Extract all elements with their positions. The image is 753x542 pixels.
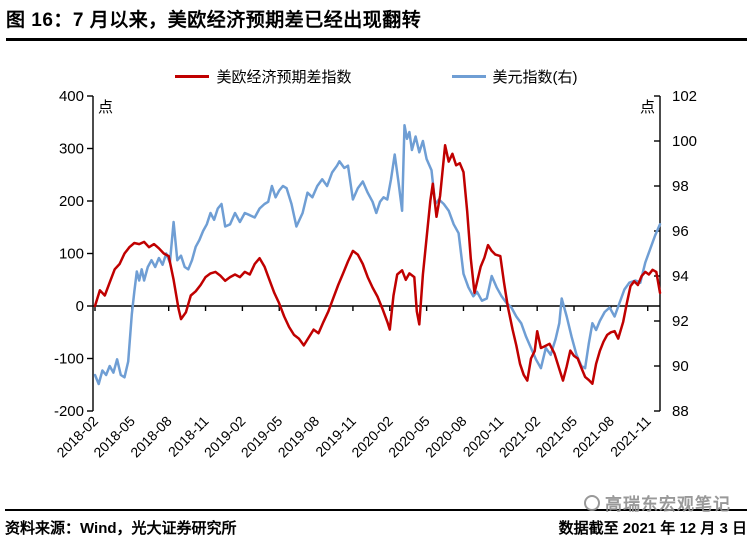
legend-item-dollar-index: 美元指数(右) bbox=[451, 66, 578, 87]
x-axis-tick-label: 2021-11 bbox=[607, 413, 654, 460]
left-axis-unit-label: 点 bbox=[98, 99, 113, 116]
footer-rule bbox=[5, 509, 747, 511]
figure-title: 图 16：7 月以来，美欧经济预期差已经出现翻转 bbox=[6, 10, 422, 31]
right-axis-tick-label: 88 bbox=[672, 403, 689, 420]
right-axis-tick-label: 94 bbox=[672, 268, 689, 285]
left-axis-tick-label: -100 bbox=[54, 351, 84, 368]
series-line-dollar-index bbox=[93, 123, 662, 386]
x-axis-tick-label: 2019-08 bbox=[275, 413, 323, 461]
legend-line-swatch-red bbox=[175, 75, 210, 78]
watermark-text: 高瑞东宏观笔记 bbox=[605, 495, 731, 514]
right-axis-tick-label: 96 bbox=[672, 223, 689, 240]
left-axis-tick-label: 300 bbox=[59, 141, 84, 158]
right-axis-tick-label: 92 bbox=[672, 313, 689, 330]
series-line-expectation-gap bbox=[93, 144, 662, 385]
legend-label: 美欧经济预期差指数 bbox=[216, 69, 352, 86]
left-axis-tick-label: 0 bbox=[76, 298, 84, 315]
chart-legend: 美欧经济预期差指数 美元指数(右) bbox=[0, 66, 753, 87]
x-axis-tick-label: 2020-08 bbox=[422, 413, 470, 461]
left-axis-tick-label: 200 bbox=[59, 193, 84, 210]
right-axis-tick-label: 90 bbox=[672, 358, 689, 375]
left-axis-tick-label: 400 bbox=[59, 88, 84, 105]
left-axis-tick-label: 100 bbox=[59, 246, 84, 263]
right-axis-tick-label: 100 bbox=[672, 133, 697, 150]
legend-item-expectation-gap: 美欧经济预期差指数 bbox=[175, 66, 352, 87]
watermark-logo-icon bbox=[584, 494, 600, 511]
left-axis-tick-label: -200 bbox=[54, 403, 84, 420]
right-axis-unit-label: 点 bbox=[640, 99, 655, 116]
right-axis-tick-label: 98 bbox=[672, 178, 689, 195]
source-note: 资料来源：Wind，光大证券研究所 bbox=[5, 520, 237, 537]
legend-label: 美元指数(右) bbox=[492, 69, 578, 86]
x-axis-tick-label: 2021-08 bbox=[569, 413, 617, 461]
right-axis-tick-label: 102 bbox=[672, 88, 697, 105]
x-axis-tick-label: 2018-08 bbox=[127, 413, 175, 461]
legend-line-swatch-blue bbox=[451, 75, 486, 78]
title-underline bbox=[6, 38, 747, 41]
data-cutoff-note: 数据截至 2021 年 12 月 3 日 bbox=[558, 520, 747, 537]
watermark: 高瑞东宏观笔记 bbox=[584, 490, 731, 515]
